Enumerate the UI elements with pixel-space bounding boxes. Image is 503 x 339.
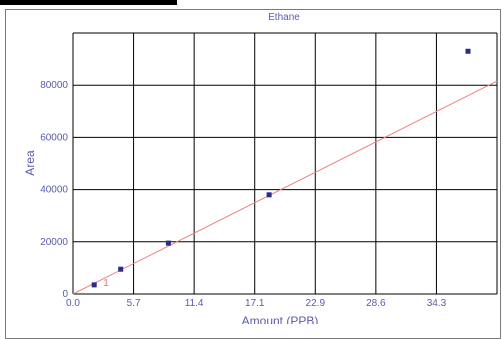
chart-title: Ethane (268, 12, 300, 23)
x-tick-label: 22.9 (306, 298, 326, 309)
x-tick-label: 5.7 (127, 298, 141, 309)
x-tick-label: 34.3 (427, 298, 447, 309)
x-tick-label: 17.1 (245, 298, 265, 309)
data-point (165, 240, 171, 246)
x-axis-label: Amount (PPB) (242, 314, 319, 324)
y-tick-label: 0 (62, 289, 68, 300)
y-tick-label: 80000 (40, 80, 68, 91)
data-point (91, 282, 97, 288)
y-tick-label: 40000 (40, 185, 68, 196)
y-axis-label: Area (23, 150, 37, 176)
point-annotation: 1 (103, 278, 109, 289)
y-tick-label: 20000 (40, 237, 68, 248)
x-tick-label: 28.6 (366, 298, 386, 309)
x-tick-label: 0.0 (66, 298, 80, 309)
y-tick-label: 60000 (40, 132, 68, 143)
header-bar (0, 0, 177, 5)
data-point (118, 266, 124, 272)
x-tick-label: 11.4 (185, 298, 204, 309)
fit-line (72, 80, 498, 295)
data-point (465, 48, 471, 54)
calibration-chart: Ethane Area Amount (PPB) 0.0 5.7 11.4 17.1 2… (23, 12, 498, 324)
data-point (266, 192, 272, 198)
